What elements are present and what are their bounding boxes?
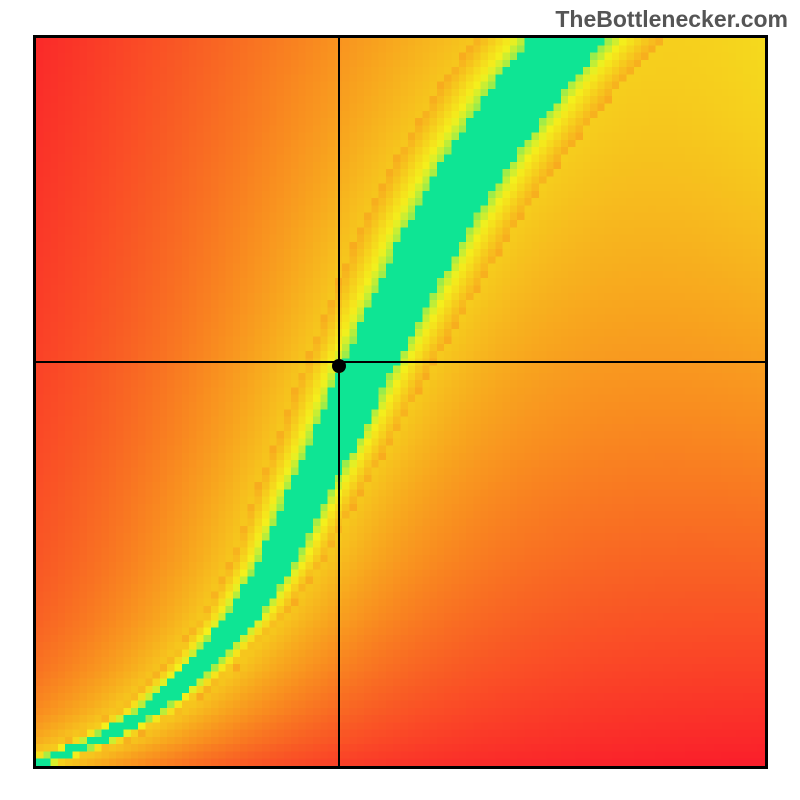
watermark-text: TheBottlenecker.com — [555, 6, 788, 33]
heatmap-canvas — [36, 38, 765, 766]
plot-area — [33, 35, 768, 769]
crosshair-horizontal — [36, 361, 765, 363]
marker-dot — [332, 359, 346, 373]
chart-container: TheBottlenecker.com — [0, 0, 800, 800]
crosshair-vertical — [338, 38, 340, 766]
